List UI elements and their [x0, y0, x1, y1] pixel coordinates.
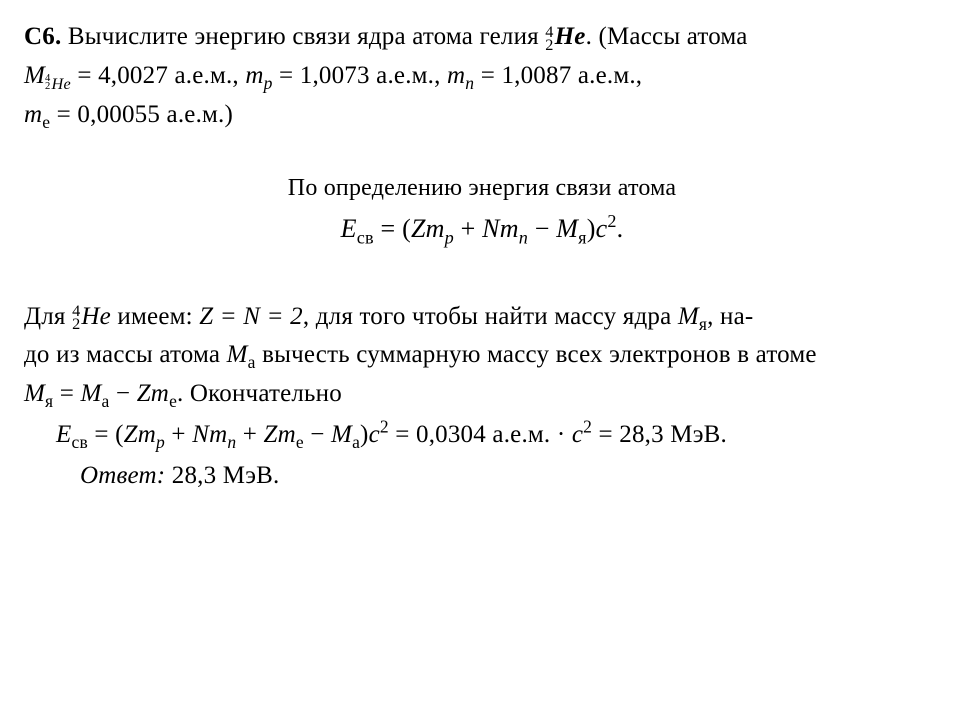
problem-label: С6. [24, 23, 61, 50]
mass-atom-sub: 42He [45, 75, 71, 93]
formula-minus: − [528, 214, 556, 243]
formula-E: E [341, 214, 357, 243]
fin-mp-sub: p [156, 432, 165, 452]
fin-plus2: + [236, 421, 263, 448]
answer-value: 28,3 МэВ. [165, 462, 279, 489]
mp-sub: p [264, 73, 273, 93]
formula-c-sq: 2 [607, 211, 616, 231]
sol-l3-me: m [151, 380, 169, 407]
mn-val: = 1,0087 а.е.м., [474, 62, 642, 89]
sol-l3-Ma: M [80, 380, 101, 407]
sol-Ma: M [227, 341, 248, 368]
fin-open: = ( [88, 421, 124, 448]
formula-M-sub: я [578, 228, 587, 248]
problem-text-1: Вычислите энергию связи ядра атома гелия [61, 23, 545, 50]
final-formula: Eсв = (Zmp + Nmn + Zme − Mа)c2 = 0,0304 … [24, 416, 940, 455]
fin-val2: = 28,3 МэВ. [592, 421, 727, 448]
mn-sub: n [465, 73, 474, 93]
solution-body: Для 42He имеем: Z = N = 2, для того чтоб… [24, 298, 940, 414]
sol-nuclide-symbol: He [81, 303, 111, 330]
fin-Ma-sub: а [352, 432, 360, 452]
mn-m: m [447, 62, 465, 89]
sol-l1c: , для того чтобы найти массу ядра [303, 303, 678, 330]
fin-plus1: + [165, 421, 192, 448]
fin-mn-sub: n [227, 432, 236, 452]
formula-E-sub: св [357, 228, 374, 248]
fin-E-sub: св [71, 432, 87, 452]
formula-mp-sub: p [445, 228, 454, 248]
sol-ZeqN: Z = N = 2 [199, 303, 303, 330]
fin-c: c [369, 421, 380, 448]
formula-dot: . [617, 214, 624, 243]
problem-statement: С6. Вычислите энергию связи ядра атома г… [24, 18, 940, 134]
sol-l3-end: . Окончательно [177, 380, 342, 407]
formula-plus1: + [454, 214, 482, 243]
sol-l2b: вычесть суммарную массу всех электронов … [256, 341, 817, 368]
binding-energy-formula: Eсв = (Zmp + Nmn − Mя)c2. [24, 209, 940, 249]
formula-N: N [482, 214, 500, 243]
fin-Z1: Z [124, 421, 138, 448]
formula-c: c [596, 214, 608, 243]
nuclide-prefix: 42 [545, 26, 553, 52]
fin-N: N [192, 421, 209, 448]
sol-l1a: Для [24, 303, 72, 330]
formula-mn: m [500, 214, 519, 243]
sol-l3-minus: − [109, 380, 136, 407]
fin-Z2: Z [263, 421, 277, 448]
formula-Z: Z [411, 214, 426, 243]
mass-atom-M: M [24, 62, 45, 89]
formula-mn-sub: n [519, 228, 528, 248]
sol-l1d: , на- [707, 303, 753, 330]
sol-l3-me-sub: e [169, 391, 177, 411]
sol-Ma-sub: а [248, 353, 256, 373]
nuclide-symbol: He [555, 23, 586, 50]
mp-m: m [245, 62, 263, 89]
formula-close: ) [587, 214, 596, 243]
mass-atom-val: = 4,0027 а.е.м., [71, 62, 245, 89]
me-val: = 0,00055 а.е.м.) [50, 101, 233, 128]
sol-Mya-sub: я [699, 314, 707, 334]
sol-l1b: имеем: [111, 303, 199, 330]
fin-close: ) [360, 421, 369, 448]
formula-open: = ( [374, 214, 411, 243]
formula-M: M [556, 214, 578, 243]
fin-minus: − [304, 421, 331, 448]
sol-l3-mid: = [53, 380, 80, 407]
fin-E: E [56, 421, 71, 448]
fin-mp: m [138, 421, 156, 448]
answer-label: Ответ: [80, 462, 165, 489]
fin-c-sq: 2 [380, 416, 389, 436]
sol-nuclide-prefix: 42 [72, 305, 80, 331]
me-m: m [24, 101, 42, 128]
physics-problem-page: С6. Вычислите энергию связи ядра атома г… [0, 0, 960, 495]
answer-line: Ответ: 28,3 МэВ. [24, 457, 940, 496]
sol-l3-lhs: M [24, 380, 45, 407]
fin-c2-sq: 2 [583, 416, 592, 436]
fin-mn: m [209, 421, 227, 448]
sol-Mya: M [678, 303, 699, 330]
solution-intro: По определению энергия связи атома [24, 170, 940, 207]
fin-c2: c [572, 421, 583, 448]
fin-Ma: M [331, 421, 352, 448]
sol-l3-Z: Z [137, 380, 151, 407]
fin-val1: = 0,0304 а.е.м. · [389, 421, 572, 448]
fin-me-sub: e [296, 432, 304, 452]
fin-me: m [278, 421, 296, 448]
formula-mp: m [426, 214, 445, 243]
problem-text-2: . (Массы атома [586, 23, 748, 50]
sol-l2a: до из массы атома [24, 341, 227, 368]
mp-val: = 1,0073 а.е.м., [273, 62, 447, 89]
